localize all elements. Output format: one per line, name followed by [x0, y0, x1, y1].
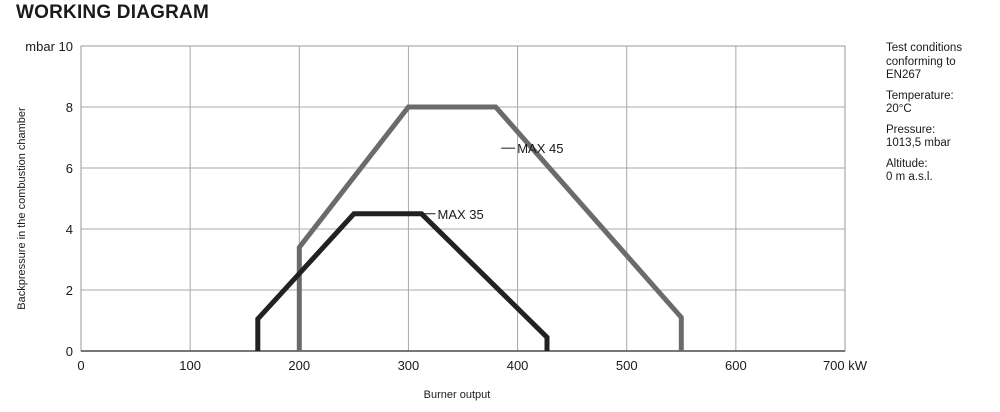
series-line-max-35: [255, 211, 550, 351]
series-label: MAX 45: [517, 141, 563, 156]
series-label: MAX 35: [438, 207, 484, 222]
note-test-conditions: Test conditions conforming to EN267: [886, 42, 963, 81]
y-tick-label: 8: [66, 100, 73, 115]
page-title: WORKING DIAGRAM: [16, 2, 209, 23]
y-tick-label: 6: [66, 161, 73, 176]
y-tick-label: mbar 10: [25, 39, 73, 54]
x-axis-label: Burner output: [424, 389, 491, 401]
y-tick-label: 0: [66, 344, 73, 359]
note-altitude: Altitude: 0 m a.s.l.: [886, 157, 933, 184]
y-tick-label: 2: [66, 283, 73, 298]
chart-series: MAX 45 MAX 35: [255, 104, 684, 351]
y-tick-label: 4: [66, 222, 73, 237]
x-tick-label: 400: [507, 358, 529, 373]
y-axis-label: Backpressure in the combustion chamber: [16, 107, 28, 310]
x-tick-label: 600: [725, 358, 747, 373]
x-tick-label: 300: [398, 358, 420, 373]
note-pressure: Pressure: 1013,5 mbar: [886, 123, 951, 150]
x-tick-label: 0: [77, 358, 84, 373]
x-tick-label: 700 kW: [823, 358, 868, 373]
series-line-max-45: [296, 104, 684, 351]
chart-grid: [80, 45, 846, 352]
chart-ticks: 0 100 200 300 400 500 600 700 kW 0 2 4 6 8 mbar 10: [25, 39, 867, 373]
test-conditions-notes: Test conditions conforming to EN267 Temp…: [886, 42, 996, 192]
x-tick-label: 100: [179, 358, 201, 373]
note-temperature: Temperature: 20°C: [886, 89, 954, 116]
x-tick-label: 200: [288, 358, 310, 373]
x-tick-label: 500: [616, 358, 638, 373]
plot-frame: [80, 45, 846, 352]
